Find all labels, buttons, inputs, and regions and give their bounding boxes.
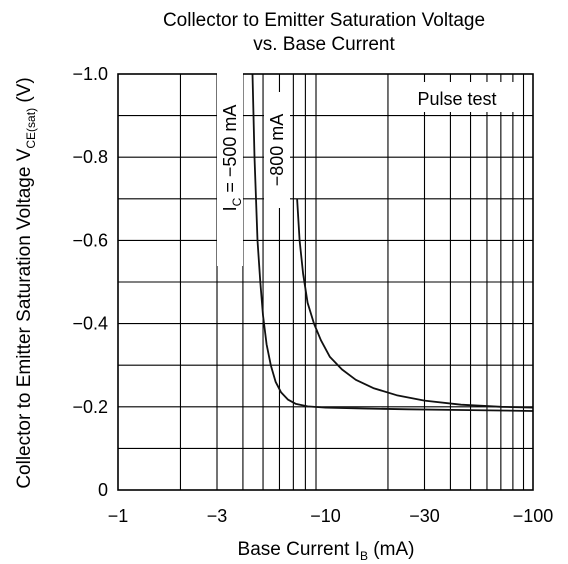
y-tick-label: −0.2 [72,397,108,417]
x-axis-label: Base Current IB (mA) [238,539,415,563]
tick-labels: −1 −3 −10 −30 −100 0 −0.2 −0.4 −0.6 −0.8 −1.0 [72,64,553,526]
series-label-500ma-rest: = −500 mA [220,105,240,198]
series-label-800ma-text: −800 mA [267,114,287,187]
pulse-test-annotation: Pulse test [417,89,496,109]
grid [118,74,533,490]
plot-area [117,73,534,491]
series-label-500ma-sub: C [230,197,244,206]
series-layer [251,73,534,412]
series-label-500ma: IC = −500 mA [217,50,244,266]
y-tick-label: −0.8 [72,147,108,167]
series-label-500ma-main: I [220,206,240,211]
y-tick-label: 0 [98,480,108,500]
series-line-0 [251,73,534,412]
x-axis-label-sub: B [360,549,368,563]
x-tick-label: −3 [207,506,228,526]
annotation: Pulse test [396,82,518,112]
chart-subtitle: vs. Base Current [253,34,395,55]
y-tick-label: −1.0 [72,64,108,84]
y-axis-label-unit: (V) [14,77,35,108]
y-axis-label: Collector to Emitter Saturation Voltage … [14,77,38,488]
x-tick-label: −10 [310,506,341,526]
series-line-1 [296,198,534,409]
chart-title: Collector to Emitter Saturation Voltage [163,10,485,31]
x-tick-label: −100 [513,506,554,526]
x-tick-label: −1 [108,506,129,526]
y-tick-label: −0.4 [72,314,108,334]
y-axis-label-main: Collector to Emitter Saturation Voltage … [14,148,35,488]
x-tick-label: −30 [409,506,440,526]
y-axis-label-sub: CE(sat) [24,108,38,149]
svg-text:IC = −500 mA: IC = −500 mA [220,105,244,212]
x-axis-label-unit: (mA) [368,539,414,560]
series-label-800ma: −800 mA [264,92,290,208]
x-axis-label-main: Base Current I [238,539,361,560]
y-tick-label: −0.6 [72,230,108,250]
